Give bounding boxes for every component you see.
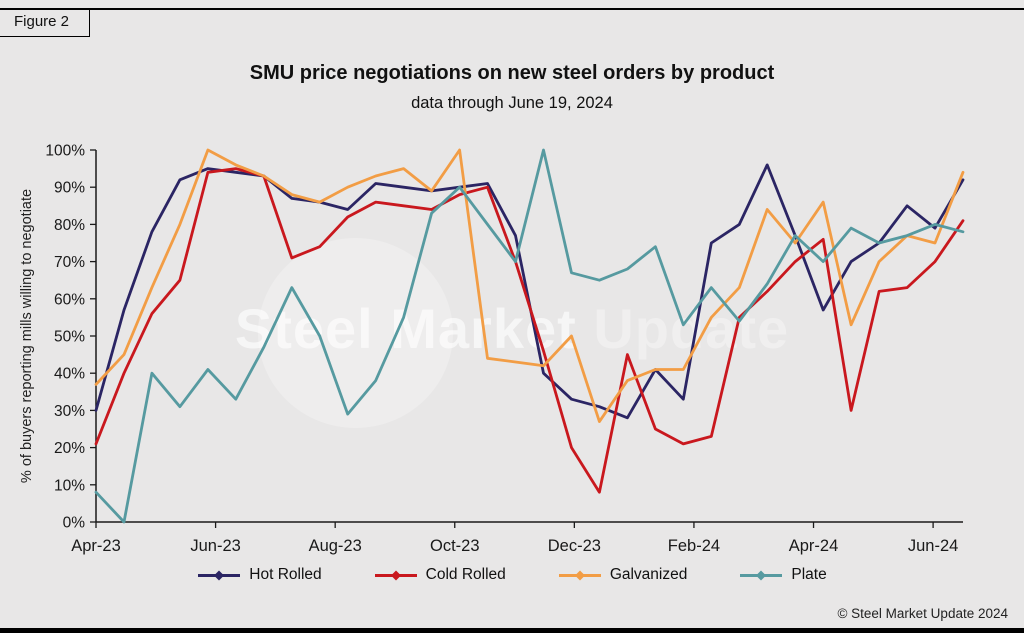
y-tick-label: 50% xyxy=(54,329,85,346)
legend-label-cold-rolled: Cold Rolled xyxy=(425,566,506,583)
bottom-divider xyxy=(0,628,1024,633)
chart-subtitle: data through June 19, 2024 xyxy=(411,94,613,112)
x-tick-label-feb-24: Feb-24 xyxy=(668,537,720,555)
legend-swatch-plate xyxy=(740,570,783,580)
figure-label-text: Figure 2 xyxy=(14,13,70,30)
y-tick-label: 70% xyxy=(54,254,85,271)
legend-item-hot-rolled: Hot Rolled xyxy=(197,566,322,584)
x-tick-label-oct-23: Oct-23 xyxy=(430,537,480,555)
legend-label-plate: Plate xyxy=(791,566,827,583)
legend-label-hot-rolled: Hot Rolled xyxy=(249,566,322,583)
series-line-galvanized xyxy=(94,148,965,424)
y-tick-label: 40% xyxy=(54,366,85,383)
x-tick-label-apr-24: Apr-24 xyxy=(789,537,839,555)
chart-legend: Hot Rolled Cold Rolled Galvanized Plate xyxy=(0,566,1024,584)
y-tick-label: 90% xyxy=(54,180,85,197)
series-line-plate xyxy=(94,148,965,524)
legend-label-galvanized: Galvanized xyxy=(609,566,688,583)
x-tick-label-jun-24: Jun-24 xyxy=(908,537,958,555)
chart-title: SMU price negotiations on new steel orde… xyxy=(249,62,775,84)
legend-swatch-cold-rolled xyxy=(374,570,417,580)
y-tick-label: 20% xyxy=(54,440,85,457)
y-tick-label: 80% xyxy=(54,217,85,234)
copyright-text: © Steel Market Update 2024 xyxy=(837,606,1008,621)
legend-swatch-galvanized xyxy=(558,570,601,580)
y-tick-label: 30% xyxy=(54,403,85,420)
x-tick-label-dec-23: Dec-23 xyxy=(548,537,601,555)
legend-item-galvanized: Galvanized xyxy=(558,566,688,584)
x-tick-label-jun-23: Jun-23 xyxy=(190,537,240,555)
y-tick-label: 60% xyxy=(54,291,85,308)
y-tick-label: 10% xyxy=(54,477,85,494)
legend-item-plate: Plate xyxy=(739,566,827,584)
x-tick-label-apr-23: Apr-23 xyxy=(71,537,121,555)
x-tick-label-aug-23: Aug-23 xyxy=(309,537,362,555)
legend-item-cold-rolled: Cold Rolled xyxy=(374,566,506,584)
figure-label: Figure 2 xyxy=(0,10,91,37)
y-tick-label: 100% xyxy=(45,143,85,160)
y-tick-label: 0% xyxy=(63,515,86,532)
top-divider xyxy=(0,8,1024,10)
series-line-cold-rolled xyxy=(94,167,965,494)
legend-swatch-hot-rolled xyxy=(198,570,241,580)
